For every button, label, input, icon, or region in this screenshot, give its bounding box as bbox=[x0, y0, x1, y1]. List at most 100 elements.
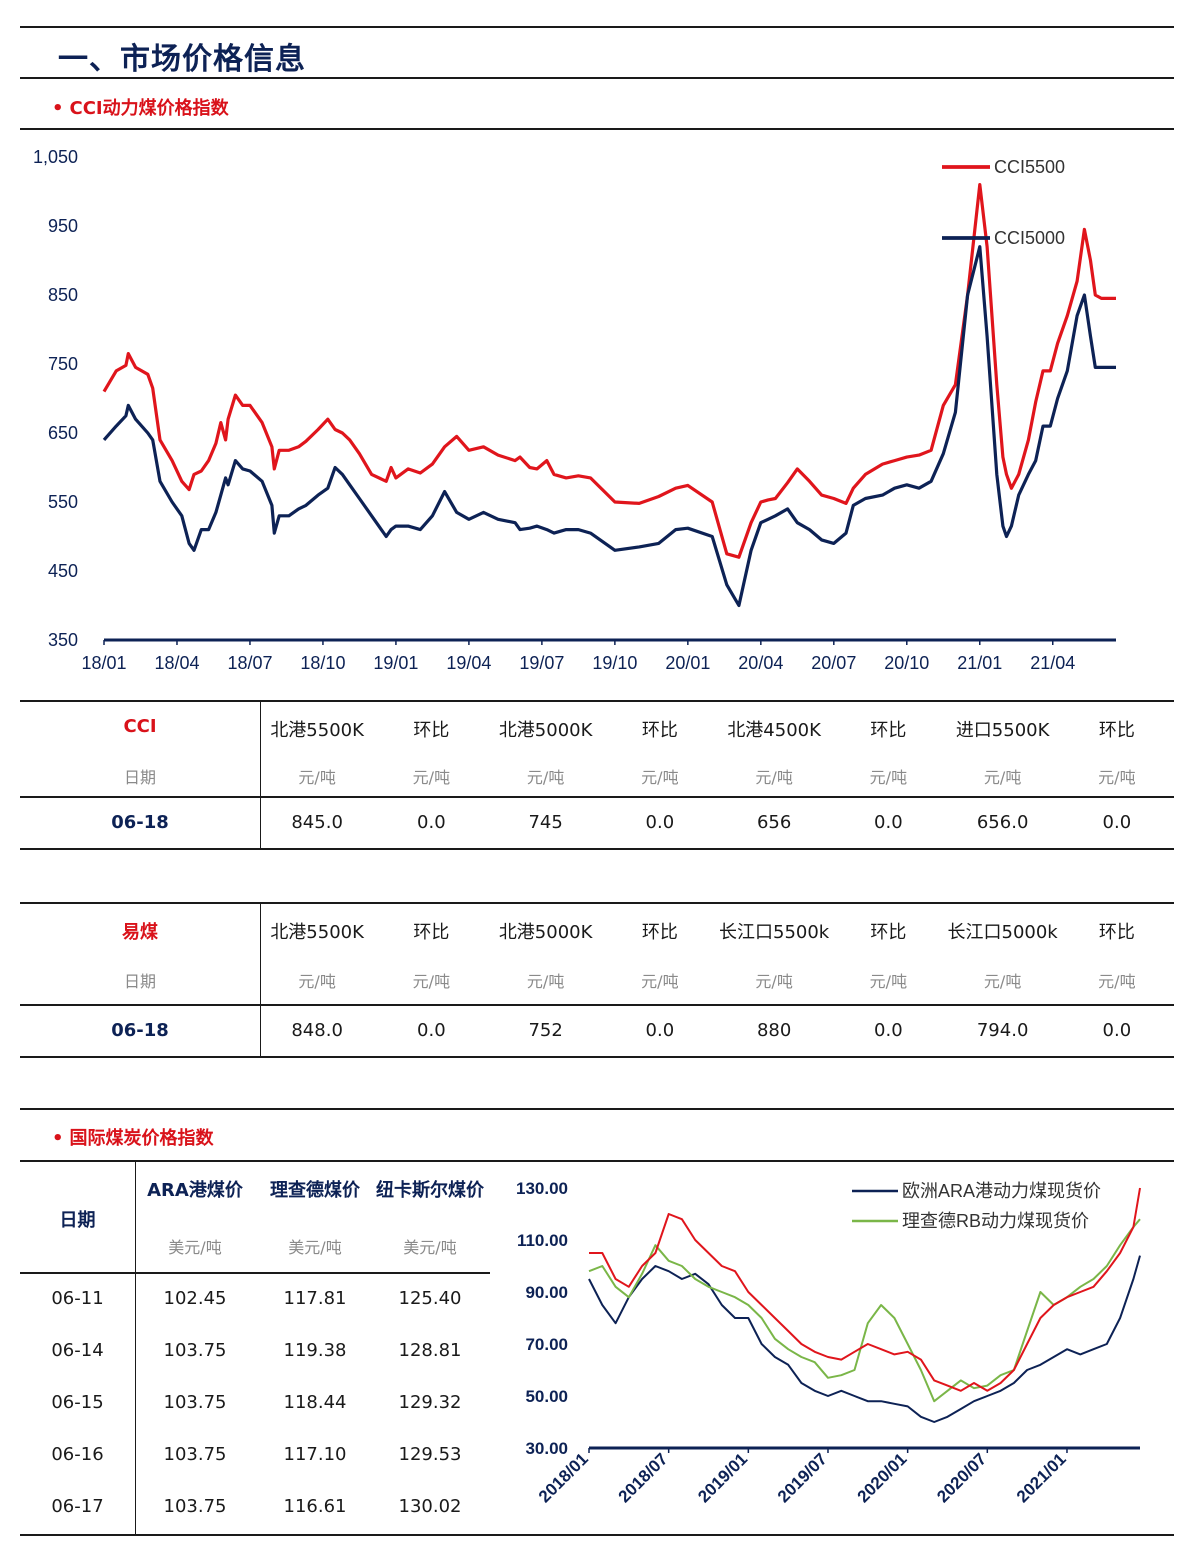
x-tick-label: 21/01 bbox=[957, 653, 1002, 673]
table-cell: 103.75 bbox=[163, 1496, 227, 1517]
series-line bbox=[589, 1187, 1141, 1392]
series-line bbox=[102, 245, 1116, 608]
table-cell: 845.0 bbox=[291, 812, 343, 833]
column-header: 北港5000K bbox=[498, 922, 593, 943]
column-header: 长江口5000k bbox=[947, 922, 1058, 943]
table-cell: 0.0 bbox=[874, 812, 903, 833]
table-cell: 116.61 bbox=[283, 1496, 347, 1517]
column-unit: 元/吨 bbox=[869, 768, 908, 787]
column-unit: 元/吨 bbox=[641, 768, 679, 787]
column-header: 环比 bbox=[413, 922, 450, 943]
row-date: 06-16 bbox=[51, 1444, 104, 1465]
y-tick-label: 750 bbox=[48, 354, 78, 374]
table-rule bbox=[20, 848, 1174, 850]
y-tick-label: 50.00 bbox=[525, 1387, 568, 1406]
y-tick-label: 110.00 bbox=[517, 1231, 568, 1250]
column-header: 环比 bbox=[641, 922, 678, 943]
column-unit: 元/吨 bbox=[755, 768, 793, 787]
column-unit: 元/吨 bbox=[412, 972, 451, 991]
x-tick-label: 19/04 bbox=[446, 653, 491, 673]
table-cell: 129.53 bbox=[398, 1444, 462, 1465]
table-cell: 103.75 bbox=[163, 1392, 227, 1413]
column-unit: 元/吨 bbox=[526, 972, 565, 991]
x-tick-label: 2020/01 bbox=[854, 1449, 911, 1506]
table-cell: 129.32 bbox=[398, 1392, 462, 1413]
column-unit: 美元/吨 bbox=[288, 1238, 342, 1257]
table-cell: 0.0 bbox=[417, 812, 446, 833]
table-cell: 0.0 bbox=[1102, 1020, 1132, 1041]
row-date: 06-15 bbox=[51, 1392, 104, 1413]
table-cell: 117.81 bbox=[283, 1288, 347, 1309]
column-header: 北港5000K bbox=[498, 720, 593, 741]
x-tick-label: 18/07 bbox=[227, 653, 272, 673]
column-unit: 美元/吨 bbox=[403, 1238, 457, 1257]
y-tick-label: 70.00 bbox=[525, 1335, 568, 1354]
series-line bbox=[102, 182, 1116, 559]
yimei-price-table: 易煤 日期 06-18 北港5500K 元/吨 848.0 环比 元/吨 0.0 北港500… bbox=[20, 902, 1174, 1058]
column-unit: 元/吨 bbox=[869, 972, 908, 991]
y-tick-label: 550 bbox=[48, 492, 78, 512]
table-divider bbox=[260, 700, 261, 850]
y-tick-label: 450 bbox=[48, 561, 78, 581]
table-cell: 794.0 bbox=[976, 1020, 1029, 1041]
x-tick-label: 18/01 bbox=[81, 653, 126, 673]
column-header: 环比 bbox=[641, 720, 678, 741]
row-date: 06-17 bbox=[51, 1496, 104, 1517]
section-label: CCI动力煤价格指数 bbox=[69, 98, 229, 119]
legend-label: CCI5500 bbox=[994, 157, 1065, 177]
table-cell: 0.0 bbox=[1102, 812, 1132, 833]
table-cell: 656 bbox=[756, 812, 792, 833]
y-tick-label: 650 bbox=[48, 423, 78, 443]
x-tick-label: 19/10 bbox=[592, 653, 637, 673]
table-cell: 118.44 bbox=[283, 1392, 347, 1413]
brand-label: 易煤 bbox=[122, 922, 158, 943]
x-tick-label: 18/10 bbox=[300, 653, 345, 673]
table-rule bbox=[20, 1004, 1174, 1006]
column-header: 环比 bbox=[1098, 922, 1135, 943]
table-divider bbox=[260, 902, 261, 1058]
section-rule bbox=[20, 1108, 1174, 1110]
column-header: 环比 bbox=[413, 720, 450, 741]
y-tick-label: 850 bbox=[48, 285, 78, 305]
table-cell: 128.81 bbox=[398, 1340, 462, 1361]
x-tick-label: 19/01 bbox=[373, 653, 418, 673]
section-rule bbox=[20, 128, 1174, 130]
x-tick-label: 18/04 bbox=[154, 653, 199, 673]
row-date: 06-18 bbox=[111, 812, 169, 833]
x-tick-label: 20/01 bbox=[665, 653, 710, 673]
legend-label: CCI5000 bbox=[994, 228, 1065, 248]
column-unit: 元/吨 bbox=[641, 972, 679, 991]
column-unit: 元/吨 bbox=[983, 972, 1022, 991]
column-unit: 元/吨 bbox=[1098, 972, 1136, 991]
table-cell: 103.75 bbox=[163, 1444, 227, 1465]
table-cell: 0.0 bbox=[417, 1020, 446, 1041]
table-rule bbox=[20, 1056, 1174, 1058]
x-tick-label: 2019/07 bbox=[774, 1449, 831, 1506]
bullet: • bbox=[52, 98, 64, 119]
column-header: 北港5500K bbox=[270, 720, 364, 741]
table-divider bbox=[135, 1162, 136, 1534]
column-header: 理查德煤价 bbox=[270, 1180, 360, 1201]
date-label: 日期 bbox=[123, 768, 156, 787]
intl-price-table: 日期 ARA港煤价 美元/吨 理查德煤价 美元/吨 纽卡斯尔煤价 美元/吨 06-11 102… bbox=[20, 1162, 490, 1534]
y-tick-label: 90.00 bbox=[525, 1283, 568, 1302]
series-line bbox=[588, 1218, 1141, 1403]
bottom-rule bbox=[20, 1534, 1174, 1536]
brand-label: CCI bbox=[123, 716, 157, 737]
row-date: 06-14 bbox=[51, 1340, 104, 1361]
x-tick-label: 2020/07 bbox=[933, 1449, 990, 1506]
table-cell: 119.38 bbox=[283, 1340, 347, 1361]
x-tick-label: 2018/07 bbox=[615, 1449, 672, 1506]
column-unit: 元/吨 bbox=[298, 972, 336, 991]
table-cell: 125.40 bbox=[398, 1288, 462, 1309]
x-tick-label: 20/07 bbox=[811, 653, 856, 673]
table-cell: 0.0 bbox=[874, 1020, 903, 1041]
column-unit: 元/吨 bbox=[412, 768, 451, 787]
section-heading-cci: • CCI动力煤价格指数 bbox=[52, 94, 229, 120]
column-unit: 元/吨 bbox=[983, 768, 1022, 787]
x-tick-label: 20/04 bbox=[738, 653, 783, 673]
y-tick-label: 350 bbox=[48, 630, 78, 650]
cci-line-chart: 350 450 550 650 750 850 950 1,050 18/01 18/04 18/0… bbox=[33, 147, 1116, 673]
legend-label: 欧洲ARA港动力煤现货价 bbox=[902, 1181, 1101, 1201]
table-cell: 102.45 bbox=[163, 1288, 227, 1309]
